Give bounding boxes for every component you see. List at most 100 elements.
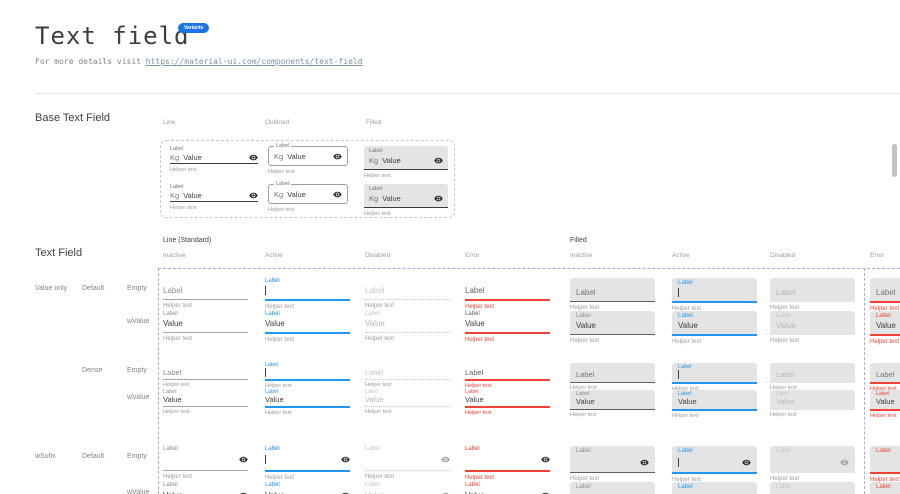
- floating-label: Label: [678, 448, 693, 454]
- line-text-field-disabled[interactable]: Label Helper text: [365, 363, 450, 388]
- variants-badge: Variants: [178, 23, 210, 33]
- filled-text-field-error[interactable]: Label Helper text: [870, 278, 900, 312]
- line-text-field-active[interactable]: Label Helper text: [265, 278, 350, 310]
- input-slot: [678, 287, 751, 298]
- visibility-eye-icon[interactable]: [333, 190, 342, 199]
- line-text-field-active[interactable]: Label Helper text: [265, 446, 350, 481]
- line-text-field-disabled[interactable]: Label Helper text: [365, 446, 450, 480]
- filled-text-field-disabled[interactable]: Label Helper text: [770, 278, 855, 311]
- row-state-label: Empty: [127, 367, 147, 374]
- filled-text-field-disabled[interactable]: Label Helper text: [770, 363, 855, 391]
- filled-base-text-field[interactable]: Label Kg Value Helper text: [364, 184, 448, 217]
- field-label: Label: [369, 148, 443, 154]
- label-slot: Label: [678, 280, 751, 287]
- visibility-eye-icon[interactable]: [441, 455, 450, 464]
- field-underline: [365, 379, 450, 380]
- helper-text: Helper text: [170, 205, 258, 211]
- line-text-field-inactive[interactable]: Label Helper text: [163, 278, 248, 309]
- label-slot: Label: [876, 313, 900, 320]
- filled-text-field-error[interactable]: Label Helper text: [870, 446, 900, 483]
- visibility-eye-icon[interactable]: [239, 455, 248, 464]
- visibility-eye-icon[interactable]: [333, 152, 342, 161]
- filled-box: Label: [870, 446, 900, 474]
- line-text-field-inactive[interactable]: Label Helper text: [163, 446, 248, 480]
- scrollbar-thumb[interactable]: [892, 144, 897, 177]
- visibility-eye-icon[interactable]: [640, 458, 649, 467]
- input-slot: Value: [776, 397, 849, 406]
- helper-text: Helper text: [570, 305, 655, 311]
- filled-text-field-inactive[interactable]: Label Helper text: [570, 278, 655, 311]
- helper-text: Helper text: [770, 305, 855, 311]
- field-input-row: Kg Value: [170, 152, 258, 164]
- field-underline: [465, 406, 550, 408]
- line-base-text-field[interactable]: Label Kg Value Helper text: [170, 184, 258, 211]
- visibility-eye-icon[interactable]: [434, 156, 443, 165]
- subtitle: For more details visit https://material-…: [35, 57, 363, 66]
- filled-text-field-active[interactable]: Label Helper text: [672, 278, 757, 312]
- line-text-field-active[interactable]: Label Helper text: [265, 362, 350, 389]
- visibility-eye-icon[interactable]: [541, 455, 550, 464]
- input-slot: Value: [163, 318, 248, 328]
- placeholder-label: Label: [876, 288, 896, 297]
- visibility-eye-icon[interactable]: [742, 458, 751, 467]
- input-slot: [265, 285, 350, 295]
- line-base-text-field[interactable]: Label Kg Value Helper text: [170, 146, 258, 173]
- floating-label: Label: [163, 389, 177, 395]
- helper-text: Helper text: [672, 386, 757, 392]
- visibility-eye-icon[interactable]: [249, 153, 258, 162]
- line-text-field-error[interactable]: Label Helper text: [465, 446, 550, 481]
- input-slot: Label: [576, 370, 649, 379]
- visibility-eye-icon[interactable]: [434, 194, 443, 203]
- filled-box: Label Value: [570, 311, 655, 335]
- label-slot: Label: [776, 448, 849, 455]
- line-text-field-error[interactable]: Label Helper text: [465, 278, 550, 310]
- line-text-field-inactive[interactable]: Label Helper text: [163, 363, 248, 388]
- line-text-field-disabled[interactable]: Label Helper text: [365, 278, 450, 309]
- visibility-eye-icon[interactable]: [341, 455, 350, 464]
- filled-text-field-active[interactable]: Label Helper text: [672, 363, 757, 392]
- filled-box: Label Kg Value: [364, 146, 448, 170]
- input-slot: Value: [678, 397, 751, 406]
- outlined-base-text-field[interactable]: Label Kg Value Helper text: [268, 181, 348, 213]
- filled-text-field-inactive[interactable]: Label Helper text: [570, 446, 655, 482]
- helper-text-label: Helper text: [570, 476, 600, 482]
- floating-label: Label: [576, 448, 591, 454]
- docs-link[interactable]: https://material-ui.com/components/text-…: [145, 57, 363, 66]
- input-slot: Label: [776, 287, 849, 298]
- filled-base-text-field[interactable]: Label Kg Value Helper text: [364, 146, 448, 179]
- visibility-eye-icon[interactable]: [840, 458, 849, 467]
- filled-text-field-error[interactable]: Label Helper text: [870, 363, 900, 392]
- filled-text-field-disabled[interactable]: Label Helper text: [770, 446, 855, 482]
- filled-text-field-active[interactable]: Label Helper text: [672, 446, 757, 483]
- line-text-field-error[interactable]: Label Helper text: [465, 363, 550, 389]
- filled-text-field-inactive[interactable]: Label Helper text: [570, 363, 655, 391]
- helper-text-label: Helper text: [870, 386, 897, 392]
- helper-text-label: Helper text: [170, 205, 197, 211]
- outlined-base-text-field[interactable]: Label Kg Value Helper text: [268, 143, 348, 175]
- visibility-eye-icon[interactable]: [249, 191, 258, 200]
